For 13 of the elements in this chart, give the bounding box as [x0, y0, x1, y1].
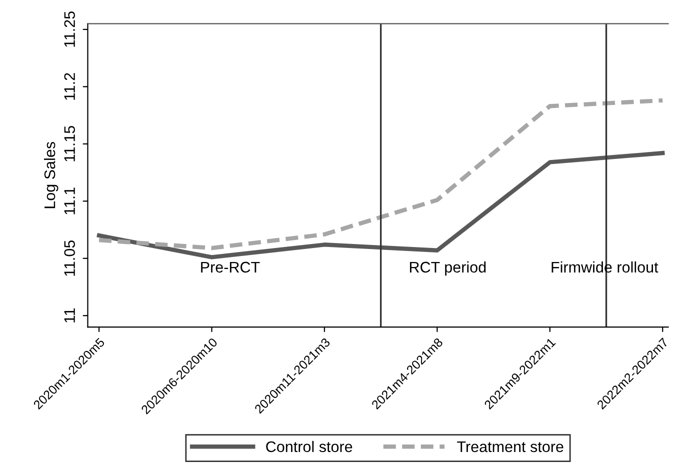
annotation: Pre-RCT: [201, 262, 260, 273]
y-axis-title: Log Sales: [44, 142, 58, 208]
y-tick-label: 11.05: [64, 240, 76, 276]
annotation: RCT period: [410, 261, 486, 276]
y-tick-label: 11.15: [64, 126, 76, 162]
y-tick-label: 11.2: [64, 73, 75, 100]
legend-label: Treatment store: [457, 441, 564, 452]
line-series: [96, 150, 665, 260]
line-series: [96, 98, 665, 250]
y-tick-label: 11.25: [64, 12, 76, 47]
y-tick-label: 11.1: [64, 188, 75, 214]
legend-label: Control store: [266, 440, 352, 452]
y-tick-label: 11: [64, 308, 75, 322]
